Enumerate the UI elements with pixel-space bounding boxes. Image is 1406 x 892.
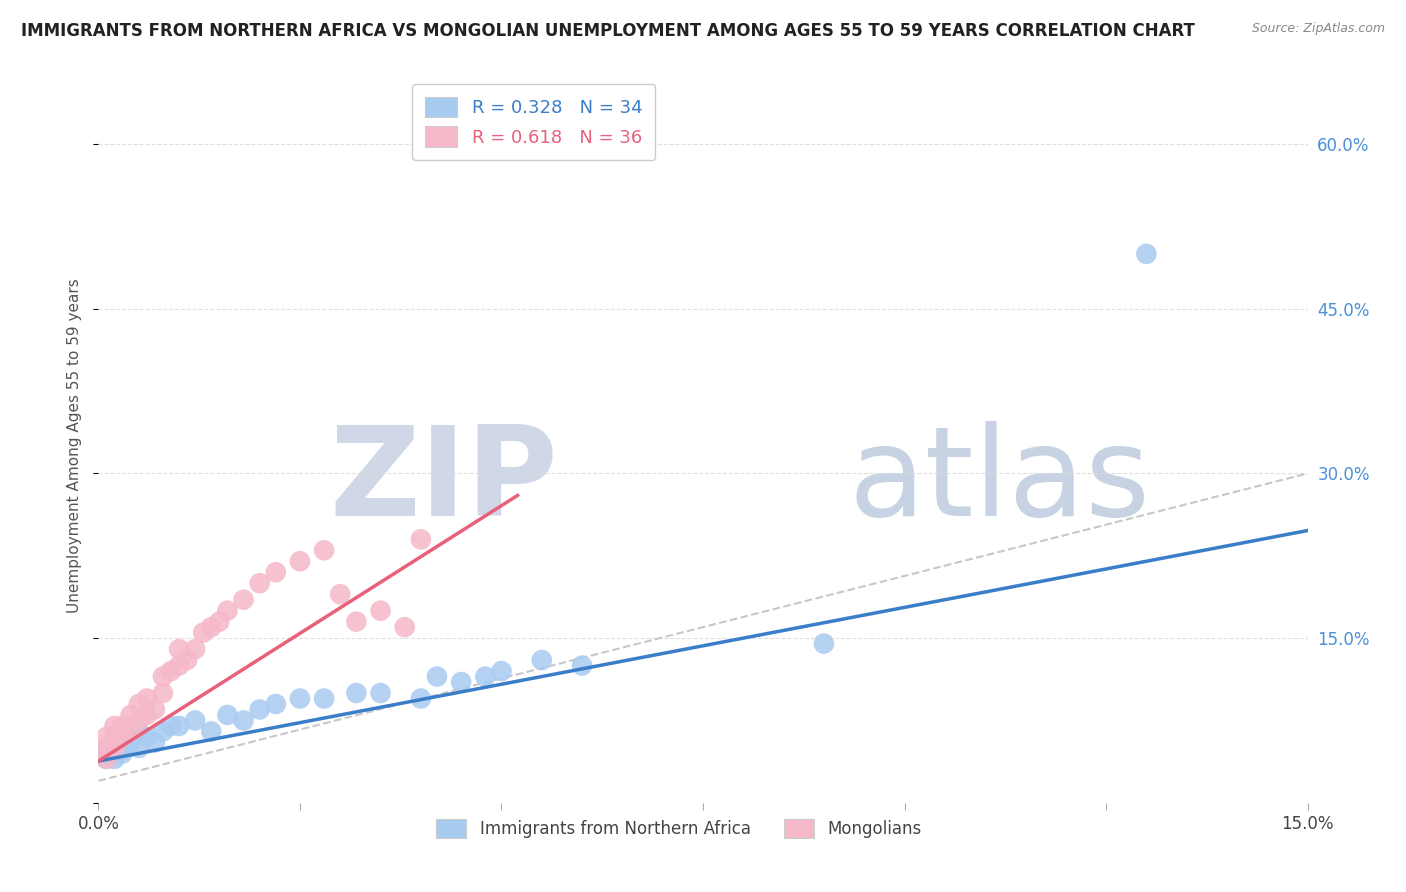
Point [409, 691, 432, 706]
Point [813, 637, 835, 651]
Point [120, 724, 142, 739]
Point [314, 691, 336, 706]
Point [370, 604, 392, 618]
Point [1135, 247, 1157, 261]
Point [152, 669, 174, 683]
Point [111, 747, 134, 761]
Point [200, 620, 222, 634]
Point [491, 664, 513, 678]
Point [103, 752, 125, 766]
Point [120, 735, 142, 749]
Point [160, 664, 183, 678]
Point [314, 543, 336, 558]
Point [103, 740, 125, 755]
Point [111, 719, 134, 733]
Text: ZIP: ZIP [329, 421, 558, 542]
Point [288, 554, 311, 568]
Point [571, 658, 593, 673]
Point [111, 740, 134, 755]
Point [249, 576, 271, 591]
Point [120, 708, 142, 723]
Point [329, 587, 352, 601]
Point [394, 620, 416, 634]
Point [152, 686, 174, 700]
Point [143, 735, 166, 749]
Point [167, 642, 190, 657]
Text: Source: ZipAtlas.com: Source: ZipAtlas.com [1251, 22, 1385, 36]
Point [96, 752, 118, 766]
Point [128, 697, 150, 711]
Point [152, 724, 174, 739]
Point [426, 669, 449, 683]
Point [530, 653, 553, 667]
Point [249, 702, 271, 716]
Point [370, 686, 392, 700]
Point [264, 566, 287, 580]
Point [143, 702, 166, 716]
Y-axis label: Unemployment Among Ages 55 to 59 years: Unemployment Among Ages 55 to 59 years [67, 278, 83, 614]
Point [135, 691, 157, 706]
Point [96, 740, 118, 755]
Point [128, 740, 150, 755]
Point [184, 642, 207, 657]
Point [96, 730, 118, 744]
Point [167, 719, 190, 733]
Point [450, 675, 472, 690]
Point [288, 691, 311, 706]
Point [135, 730, 157, 744]
Point [208, 615, 231, 629]
Point [103, 719, 125, 733]
Point [232, 592, 254, 607]
Point [217, 708, 239, 723]
Point [111, 730, 134, 744]
Point [409, 533, 432, 547]
Text: atlas: atlas [848, 421, 1150, 542]
Point [167, 658, 190, 673]
Point [96, 740, 118, 755]
Point [344, 615, 367, 629]
Point [232, 714, 254, 728]
Point [160, 719, 183, 733]
Text: IMMIGRANTS FROM NORTHERN AFRICA VS MONGOLIAN UNEMPLOYMENT AMONG AGES 55 TO 59 YE: IMMIGRANTS FROM NORTHERN AFRICA VS MONGO… [21, 22, 1195, 40]
Point [176, 653, 198, 667]
Point [264, 697, 287, 711]
Legend: Immigrants from Northern Africa, Mongolians: Immigrants from Northern Africa, Mongoli… [429, 812, 928, 845]
Point [96, 752, 118, 766]
Point [474, 669, 496, 683]
Point [103, 730, 125, 744]
Point [128, 724, 150, 739]
Point [200, 724, 222, 739]
Point [217, 604, 239, 618]
Point [184, 714, 207, 728]
Point [128, 714, 150, 728]
Point [135, 708, 157, 723]
Point [120, 730, 142, 744]
Point [103, 730, 125, 744]
Point [193, 625, 215, 640]
Point [344, 686, 367, 700]
